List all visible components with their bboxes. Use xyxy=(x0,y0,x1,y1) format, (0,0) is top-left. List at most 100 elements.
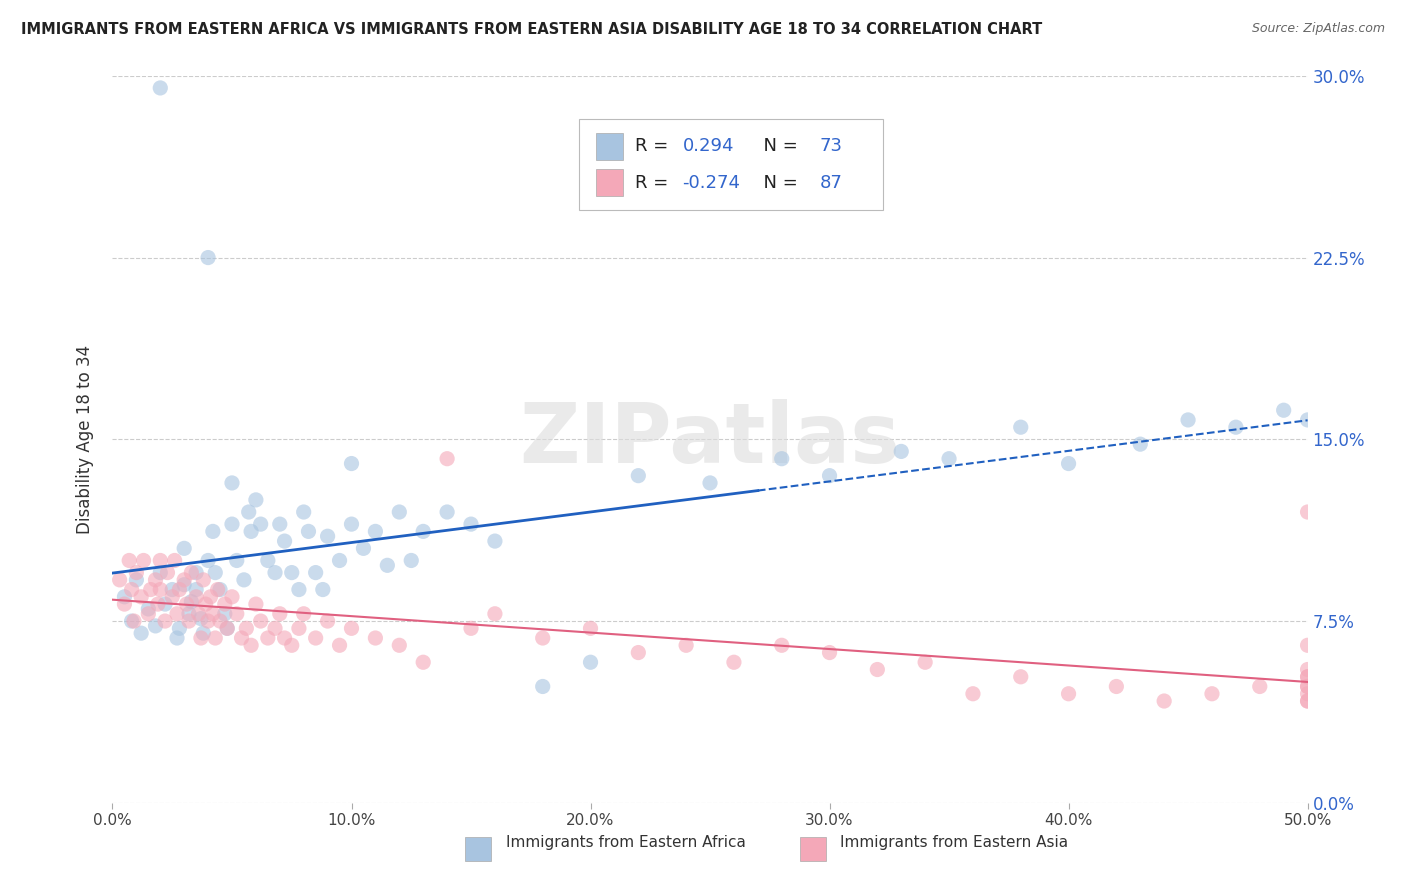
Text: N =: N = xyxy=(752,174,803,192)
Point xyxy=(388,505,411,519)
Point xyxy=(125,566,148,580)
Text: Source: ZipAtlas.com: Source: ZipAtlas.com xyxy=(1251,22,1385,36)
Point xyxy=(125,573,148,587)
Point xyxy=(193,573,215,587)
FancyBboxPatch shape xyxy=(596,169,623,196)
Point xyxy=(149,81,172,95)
Point xyxy=(436,451,458,466)
Point xyxy=(186,582,208,597)
Point xyxy=(1010,670,1032,684)
Point xyxy=(305,631,328,645)
Point xyxy=(364,631,387,645)
Point xyxy=(245,597,267,611)
Point xyxy=(1057,687,1080,701)
Point xyxy=(1296,638,1319,652)
Point xyxy=(209,614,232,628)
Point xyxy=(193,626,215,640)
Point xyxy=(531,680,554,694)
Point xyxy=(1177,413,1199,427)
Point xyxy=(221,517,243,532)
Point xyxy=(197,251,219,265)
Point xyxy=(132,553,155,567)
Point xyxy=(312,582,335,597)
Point xyxy=(235,621,257,635)
Text: IMMIGRANTS FROM EASTERN AFRICA VS IMMIGRANTS FROM EASTERN ASIA DISABILITY AGE 18: IMMIGRANTS FROM EASTERN AFRICA VS IMMIGR… xyxy=(21,22,1042,37)
Point xyxy=(1296,413,1319,427)
Text: 0.294: 0.294 xyxy=(682,137,734,155)
Point xyxy=(1057,457,1080,471)
Point xyxy=(177,614,200,628)
Point xyxy=(627,468,650,483)
Point xyxy=(197,553,219,567)
Point xyxy=(675,638,697,652)
Point xyxy=(1225,420,1247,434)
Point xyxy=(264,566,287,580)
Point xyxy=(114,597,135,611)
Point xyxy=(364,524,387,539)
Point xyxy=(305,566,328,580)
Point xyxy=(200,590,222,604)
Point xyxy=(890,444,912,458)
Point xyxy=(217,621,239,635)
Point xyxy=(316,614,339,628)
Point xyxy=(240,524,263,539)
FancyBboxPatch shape xyxy=(465,838,491,861)
Point xyxy=(121,614,143,628)
Point xyxy=(460,621,482,635)
Point xyxy=(169,582,191,597)
Text: N =: N = xyxy=(752,137,803,155)
Point xyxy=(166,631,188,645)
Point xyxy=(1296,694,1319,708)
Point xyxy=(139,582,162,597)
Point xyxy=(316,529,339,543)
Point xyxy=(273,631,295,645)
Point xyxy=(412,655,434,669)
Point xyxy=(1296,670,1319,684)
Point xyxy=(153,614,176,628)
Point xyxy=(388,638,411,652)
Point xyxy=(1010,420,1032,434)
Point xyxy=(914,655,936,669)
Point xyxy=(460,517,482,532)
Point xyxy=(412,524,434,539)
Point xyxy=(1272,403,1295,417)
Point xyxy=(329,638,352,652)
Point xyxy=(153,597,176,611)
Point xyxy=(173,578,195,592)
Point xyxy=(436,505,458,519)
Point xyxy=(1249,680,1271,694)
FancyBboxPatch shape xyxy=(800,838,825,861)
Point xyxy=(162,582,183,597)
Point xyxy=(204,566,226,580)
Point xyxy=(531,631,554,645)
Point xyxy=(187,607,209,621)
Point xyxy=(145,573,167,587)
Point xyxy=(122,614,145,628)
Point xyxy=(1105,680,1128,694)
FancyBboxPatch shape xyxy=(579,120,883,211)
Point xyxy=(197,614,219,628)
Point xyxy=(292,607,315,621)
Point xyxy=(225,553,247,567)
Point xyxy=(579,621,602,635)
Point xyxy=(249,614,271,628)
Point xyxy=(484,534,506,549)
Point xyxy=(217,621,239,635)
Point xyxy=(225,607,247,621)
Text: Immigrants from Eastern Africa: Immigrants from Eastern Africa xyxy=(506,835,745,850)
Text: -0.274: -0.274 xyxy=(682,174,741,192)
Point xyxy=(186,566,208,580)
Y-axis label: Disability Age 18 to 34: Disability Age 18 to 34 xyxy=(76,344,94,534)
Point xyxy=(245,492,267,507)
Point xyxy=(292,505,315,519)
Point xyxy=(1296,680,1319,694)
Point xyxy=(340,621,363,635)
Point xyxy=(156,566,179,580)
Point xyxy=(149,553,172,567)
Point xyxy=(249,517,271,532)
Point xyxy=(818,468,841,483)
Point xyxy=(180,566,202,580)
Point xyxy=(329,553,352,567)
Point xyxy=(108,573,131,587)
Point xyxy=(401,553,423,567)
